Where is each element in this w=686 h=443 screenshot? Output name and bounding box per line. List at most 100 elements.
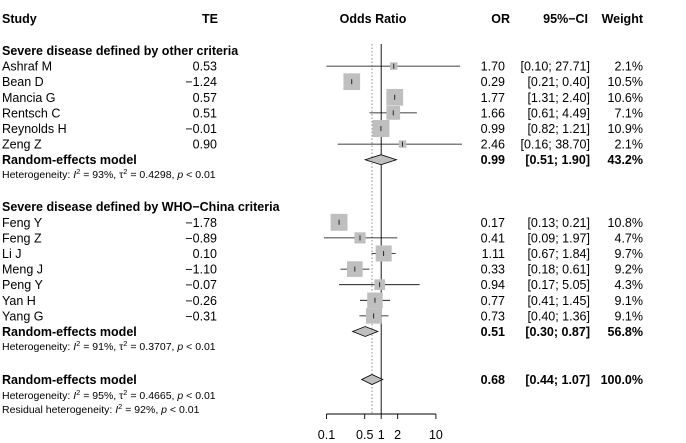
study-te: −0.01 (185, 122, 217, 136)
study-name: Peng Y (2, 278, 43, 292)
study-te: −1.10 (185, 263, 217, 277)
study-weight: 9.2% (615, 263, 644, 277)
study-ci: [0.41; 1.45] (527, 294, 590, 308)
study-or: 1.66 (481, 106, 505, 120)
study-ci: [0.18; 0.61] (527, 263, 590, 277)
study-weight: 4.7% (615, 231, 644, 245)
subgroup-pooled-ci: [0.30; 0.87] (525, 325, 590, 339)
header-or: OR (491, 12, 510, 26)
study-name: Yan H (2, 294, 36, 308)
study-te: 0.10 (193, 247, 217, 261)
study-ci: [0.61; 4.49] (527, 106, 590, 120)
study-ci: [0.13; 0.21] (527, 216, 590, 230)
study-weight: 10.6% (608, 91, 643, 105)
study-ci: [0.67; 1.84] (527, 247, 590, 261)
study-or: 0.77 (481, 294, 505, 308)
study-te: −0.07 (185, 278, 217, 292)
subgroup-title: Severe disease defined by other criteria (2, 44, 239, 58)
study-te: 0.90 (193, 138, 217, 152)
study-ci: [0.09; 1.97] (527, 231, 590, 245)
axis-tick-label: 2 (394, 428, 401, 442)
study-or: 0.17 (481, 216, 505, 230)
study-te: 0.57 (193, 91, 217, 105)
study-name: Ashraf M (2, 60, 52, 74)
study-or: 0.41 (481, 231, 505, 245)
study-te: −1.78 (185, 216, 217, 230)
study-te: 0.51 (193, 106, 217, 120)
subgroup-pooled-label: Random-effects model (2, 325, 137, 339)
header-te: TE (202, 12, 218, 26)
study-weight: 4.3% (615, 278, 644, 292)
axis-tick-label: 10 (429, 428, 443, 442)
study-te: 0.53 (193, 60, 217, 74)
study-or: 1.11 (482, 247, 505, 261)
study-te: −0.89 (185, 231, 217, 245)
study-name: Rentsch C (2, 106, 60, 120)
subgroup-pooled-ci: [0.51; 1.90] (525, 153, 590, 167)
study-weight: 7.1% (615, 106, 644, 120)
study-or: 1.70 (481, 60, 505, 74)
study-weight: 9.1% (615, 294, 644, 308)
subgroup-pooled-label: Random-effects model (2, 153, 137, 167)
study-name: Feng Y (2, 216, 43, 230)
axis-tick-label: 0.1 (318, 428, 335, 442)
subgroup-pooled-diamond (363, 154, 398, 166)
header-row: Study TE Odds Ratio OR 95%−CI Weight (2, 12, 644, 26)
overall-pooled-weight: 100.0% (601, 373, 643, 387)
study-name: Reynolds H (2, 122, 67, 136)
subgroup-pooled-or: 0.51 (481, 325, 505, 339)
subgroup-heterogeneity: Heterogeneity: I2 = 91%, τ2 = 0.3707, p … (2, 339, 216, 353)
study-or: 2.46 (481, 138, 505, 152)
study-ci: [0.21; 0.40] (527, 75, 590, 89)
subgroup-pooled-or: 0.99 (481, 153, 505, 167)
header-odds-ratio: Odds Ratio (340, 12, 407, 26)
subgroup-title: Severe disease defined by WHO−China crit… (2, 200, 281, 214)
study-weight: 2.1% (615, 138, 644, 152)
axis-tick-label: 1 (378, 428, 385, 442)
subgroup-pooled-weight: 43.2% (608, 153, 643, 167)
study-name: Feng Z (2, 231, 42, 245)
study-or: 0.99 (481, 122, 505, 136)
forest-rows: Severe disease defined by other criteria… (2, 44, 643, 416)
header-study: Study (2, 12, 37, 26)
study-weight: 10.9% (608, 122, 643, 136)
overall-pooled-label: Random-effects model (2, 373, 137, 387)
subgroup-pooled-weight: 56.8% (608, 325, 643, 339)
study-or: 0.33 (481, 263, 505, 277)
study-weight: 10.8% (608, 216, 643, 230)
study-name: Li J (2, 247, 21, 261)
study-ci: [0.10; 27.71] (520, 60, 590, 74)
study-ci: [0.40; 1.36] (527, 309, 590, 323)
overall-heterogeneity: Heterogeneity: I2 = 95%, τ2 = 0.4665, p … (2, 388, 216, 402)
study-ci: [0.16; 38.70] (520, 138, 590, 152)
study-ci: [1.31; 2.40] (527, 91, 590, 105)
study-ci: [0.82; 1.21] (527, 122, 590, 136)
study-te: −1.24 (185, 75, 217, 89)
header-weight: Weight (602, 12, 644, 26)
study-te: −0.26 (185, 294, 217, 308)
overall-pooled-diamond (360, 374, 384, 385)
study-or: 0.73 (481, 309, 505, 323)
overall-pooled-ci: [0.44; 1.07] (525, 373, 590, 387)
study-ci: [0.17; 5.05] (527, 278, 590, 292)
study-weight: 9.1% (615, 309, 644, 323)
study-or: 0.29 (481, 75, 505, 89)
study-weight: 2.1% (615, 60, 644, 74)
header-ci: 95%−CI (543, 12, 588, 26)
study-name: Zeng Z (2, 138, 42, 152)
subgroup-heterogeneity: Heterogeneity: I2 = 93%, τ2 = 0.4298, p … (2, 167, 216, 181)
residual-heterogeneity: Residual heterogeneity: I2 = 92%, p < 0.… (2, 402, 200, 416)
reference-lines (371, 44, 382, 414)
study-name: Bean D (2, 75, 44, 89)
study-weight: 10.5% (608, 75, 643, 89)
study-name: Meng J (2, 263, 43, 277)
study-or: 1.77 (481, 91, 505, 105)
study-name: Yang G (2, 309, 43, 323)
x-axis: 0.1 0.5 1 2 10 (318, 413, 443, 442)
subgroup-pooled-diamond (351, 326, 379, 337)
axis-tick-label: 0.5 (356, 428, 373, 442)
overall-pooled-or: 0.68 (481, 373, 505, 387)
study-name: Mancia G (2, 91, 56, 105)
study-weight: 9.7% (615, 247, 644, 261)
